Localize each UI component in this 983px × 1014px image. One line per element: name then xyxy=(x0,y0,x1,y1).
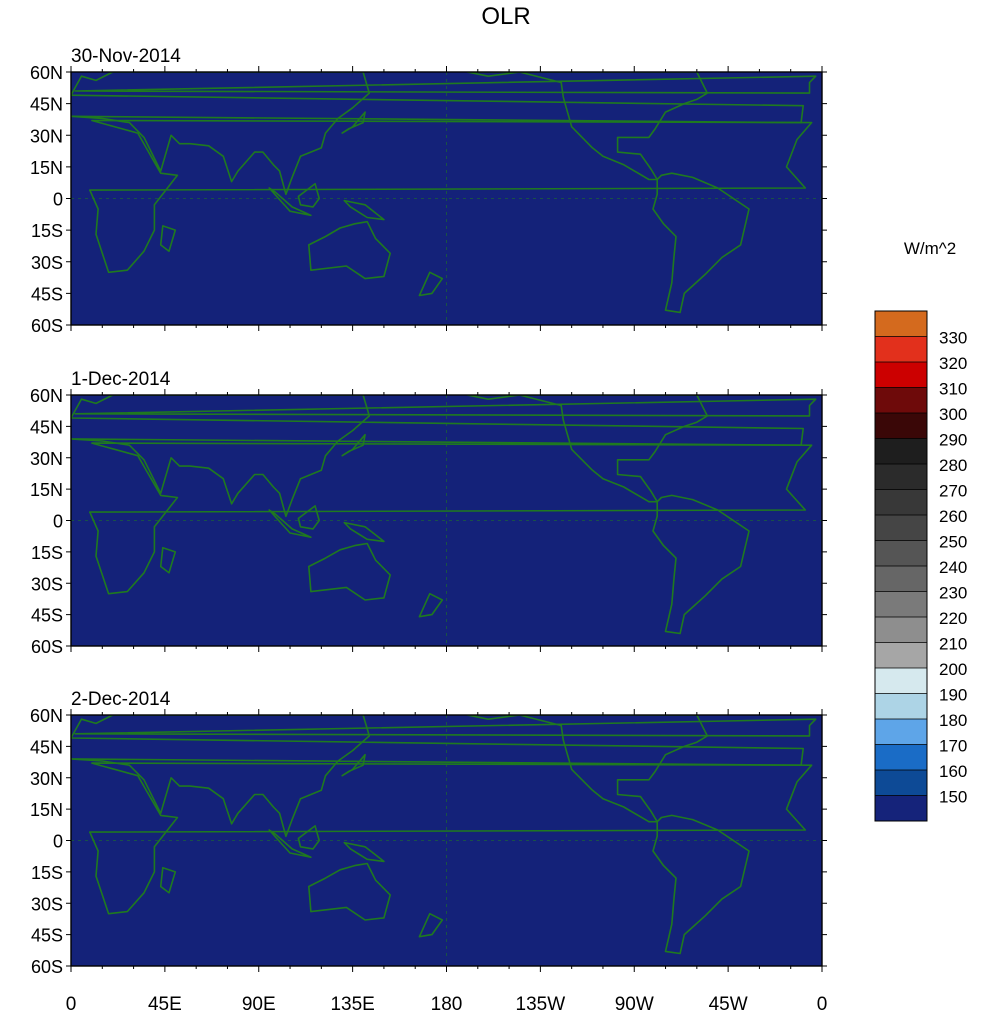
panel-date: 30-Nov-2014 xyxy=(71,46,181,67)
colorbar-level-label: 310 xyxy=(939,380,967,399)
chart-title: OLR xyxy=(481,3,530,30)
colorbar-swatch xyxy=(875,362,927,388)
colorbar-level-label: 250 xyxy=(939,533,967,552)
colorbar-level-label: 210 xyxy=(939,635,967,654)
y-tick-label: 60N xyxy=(30,706,63,726)
colorbar-units: W/m^2 xyxy=(904,239,956,258)
y-tick-label: 45N xyxy=(30,417,63,437)
x-tick-label: 90E xyxy=(242,994,276,1014)
panels: 60N 45N 30N 15N 0 15S 30S 45S 60S 30-Nov-2014 60N 4… xyxy=(30,46,827,977)
olr-field xyxy=(71,395,822,646)
olr-field xyxy=(71,72,822,325)
colorbar-level-label: 150 xyxy=(939,788,967,807)
y-tick-label: 0 xyxy=(53,190,63,210)
x-tick-label: 0 xyxy=(817,994,828,1014)
x-tick-label: 180 xyxy=(431,994,463,1014)
colorbar-swatch xyxy=(875,515,927,541)
colorbar-level-label: 330 xyxy=(939,329,967,348)
panel-2: 60N 45N 30N 15N 0 15S 30S 45S 60S 1-Dec-2014 xyxy=(30,369,827,657)
colorbar-swatch xyxy=(875,591,927,618)
y-tick-label: 0 xyxy=(53,832,63,852)
colorbar-swatch xyxy=(875,668,927,694)
coastlines xyxy=(71,72,817,314)
y-tick-label: 60N xyxy=(30,63,63,83)
y-tick-label: 0 xyxy=(53,512,63,532)
colorbar-swatch xyxy=(875,770,927,796)
colorbar-swatch xyxy=(875,744,927,771)
y-tick-label: 15N xyxy=(30,480,63,500)
y-tick-label: 15N xyxy=(30,158,63,178)
olr-field xyxy=(71,715,822,966)
y-tick-label: 15S xyxy=(31,221,63,241)
y-tick-label: 60S xyxy=(31,316,63,336)
colorbar-level-label: 300 xyxy=(939,405,967,424)
colorbar-swatch xyxy=(875,464,927,490)
colorbar-swatch xyxy=(875,489,927,516)
y-tick-label: 30N xyxy=(30,449,63,469)
x-tick-label: 90W xyxy=(615,994,654,1014)
x-tick-label: 135W xyxy=(516,994,566,1014)
ticks xyxy=(66,389,827,652)
colorbar-level-label: 260 xyxy=(939,507,967,526)
x-tick-label: 45W xyxy=(709,994,748,1014)
y-tick-label: 30S xyxy=(31,253,63,273)
colorbar-swatch xyxy=(875,336,927,363)
colorbar-level-label: 170 xyxy=(939,737,967,756)
ticks xyxy=(66,66,827,331)
colorbar-level-label: 180 xyxy=(939,711,967,730)
x-tick-label: 0 xyxy=(66,994,77,1014)
panel-date: 1-Dec-2014 xyxy=(71,369,171,390)
panel-date: 2-Dec-2014 xyxy=(71,689,171,710)
colorbar: 330 320 310 300 290 280 270 260 250 240 230 220 210 2… xyxy=(874,310,967,822)
colorbar-level-label: 280 xyxy=(939,456,967,475)
colorbar-level-label: 230 xyxy=(939,584,967,603)
y-tick-label: 15N xyxy=(30,800,63,820)
colorbar-level-label: 200 xyxy=(939,660,967,679)
colorbar-level-label: 240 xyxy=(939,558,967,577)
y-tick-label: 15S xyxy=(31,543,63,563)
y-tick-label: 60N xyxy=(30,386,63,406)
y-tick-label: 60S xyxy=(31,637,63,657)
colorbar-level-label: 220 xyxy=(939,609,967,628)
y-tick-label: 45N xyxy=(30,737,63,757)
colorbar-level-label: 320 xyxy=(939,354,967,373)
panel-3: 60N 45N 30N 15N 0 15S 30S 45S 60S 2-Dec-2014 xyxy=(30,689,827,977)
colorbar-swatch xyxy=(875,311,927,337)
y-tick-label: 45S xyxy=(31,926,63,946)
colorbar-swatch xyxy=(875,795,927,822)
colorbar-swatch xyxy=(875,387,927,414)
colorbar-level-label: 190 xyxy=(939,686,967,705)
colorbar-swatch xyxy=(875,438,927,465)
y-tick-label: 30N xyxy=(30,126,63,146)
colorbar-swatch xyxy=(875,693,927,720)
coastlines xyxy=(71,715,817,955)
ticks xyxy=(66,709,827,972)
coastlines xyxy=(71,395,817,635)
y-tick-label: 60S xyxy=(31,957,63,977)
colorbar-swatch xyxy=(875,642,927,669)
x-tick-label: 135E xyxy=(330,994,374,1014)
y-tick-label: 15S xyxy=(31,863,63,883)
y-tick-label: 30S xyxy=(31,894,63,914)
y-tick-label: 45N xyxy=(30,95,63,115)
colorbar-level-label: 290 xyxy=(939,431,967,450)
y-tick-label: 30S xyxy=(31,574,63,594)
colorbar-swatch xyxy=(875,617,927,643)
colorbar-swatch xyxy=(875,719,927,745)
y-tick-label: 45S xyxy=(31,606,63,626)
colorbar-swatch xyxy=(875,566,927,592)
x-axis-tick-labels: 0 45E 90E 135E 180 135W 90W 45W 0 xyxy=(66,994,828,1014)
x-tick-label: 45E xyxy=(148,994,182,1014)
colorbar-swatch xyxy=(875,540,927,567)
colorbar-level-label: 270 xyxy=(939,482,967,501)
colorbar-level-label: 160 xyxy=(939,762,967,781)
y-tick-label: 45S xyxy=(31,284,63,304)
panel-1: 60N 45N 30N 15N 0 15S 30S 45S 60S 30-Nov-2014 xyxy=(30,46,827,336)
y-tick-label: 30N xyxy=(30,769,63,789)
colorbar-swatch xyxy=(875,413,927,439)
